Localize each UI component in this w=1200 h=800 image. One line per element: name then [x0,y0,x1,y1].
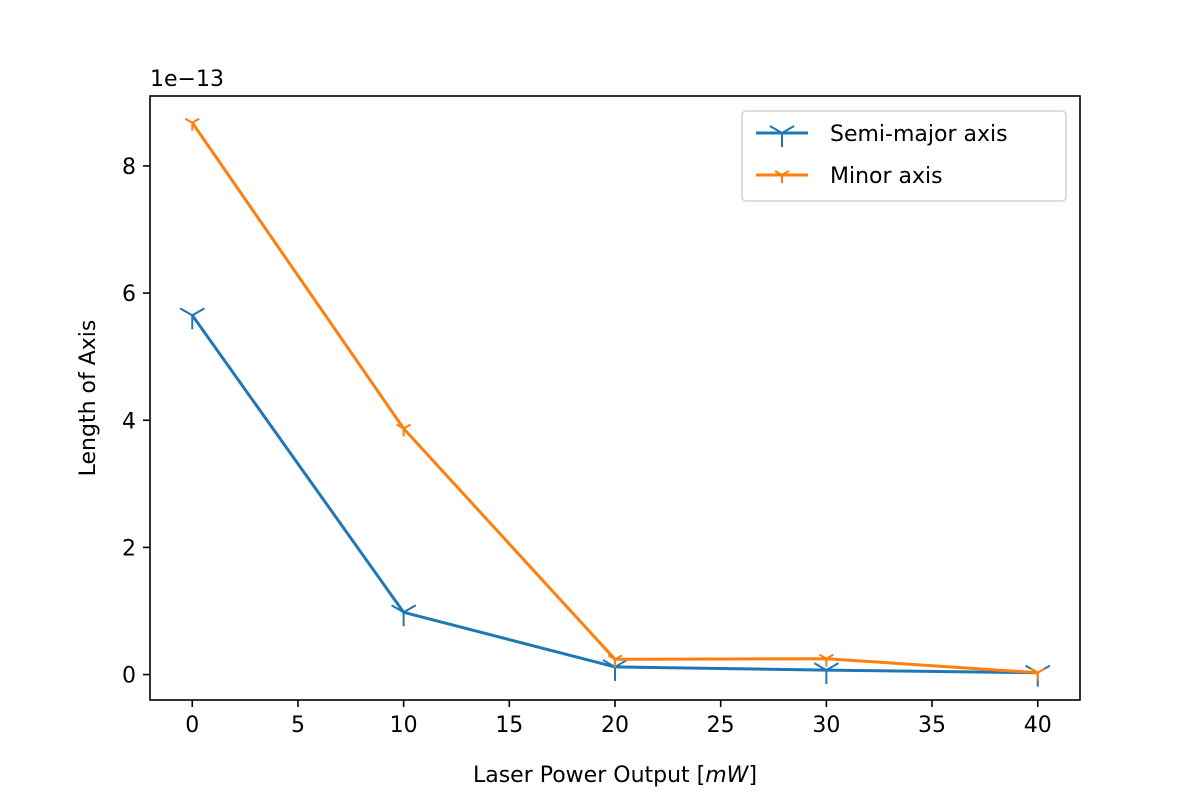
y-axis-label: Length of Axis [76,320,101,477]
data-point [396,423,412,437]
data-point [818,653,834,667]
legend-marker [769,125,795,147]
y-axis: 0 2 4 6 8 [122,155,150,689]
x-tick-label: 20 [601,713,629,738]
x-axis-label-close: ] [748,763,757,788]
x-axis-label-unit: mW [705,763,749,788]
y-tick-label: 0 [122,664,136,689]
legend-item: Minor axis [756,164,943,189]
x-tick-label: 30 [812,713,840,738]
legend: Semi-major axis Minor axis [741,110,1067,202]
legend-box [741,110,1067,202]
x-axis-label: Laser Power Output [mW] [473,763,757,788]
x-tick-label: 40 [1024,713,1052,738]
plot-layer [179,117,1051,687]
data-point [184,117,200,131]
data-point [179,307,205,330]
x-axis: 0 5 10 15 20 25 30 35 40 [185,700,1052,738]
y-offset-label: 1e−13 [150,67,224,92]
legend-label: Semi-major axis [830,122,1008,147]
data-point [813,662,839,685]
legend-item: Semi-major axis [756,122,1008,147]
x-tick-label: 35 [918,713,946,738]
x-tick-label: 10 [390,713,418,738]
y-tick-label: 4 [122,409,136,434]
data-point [391,604,417,627]
data-point [1030,667,1046,681]
x-axis-label-text: Laser Power Output [ [473,763,705,788]
x-tick-label: 25 [707,713,735,738]
x-tick-label: 0 [185,713,199,738]
y-tick-label: 2 [122,536,136,561]
y-tick-label: 8 [122,155,136,180]
x-tick-label: 5 [291,713,305,738]
x-tick-label: 15 [495,713,523,738]
data-point [602,659,628,681]
legend-marker [774,170,790,183]
data-point [607,654,623,668]
legend-label: Minor axis [830,164,943,189]
y-tick-label: 6 [122,282,136,307]
